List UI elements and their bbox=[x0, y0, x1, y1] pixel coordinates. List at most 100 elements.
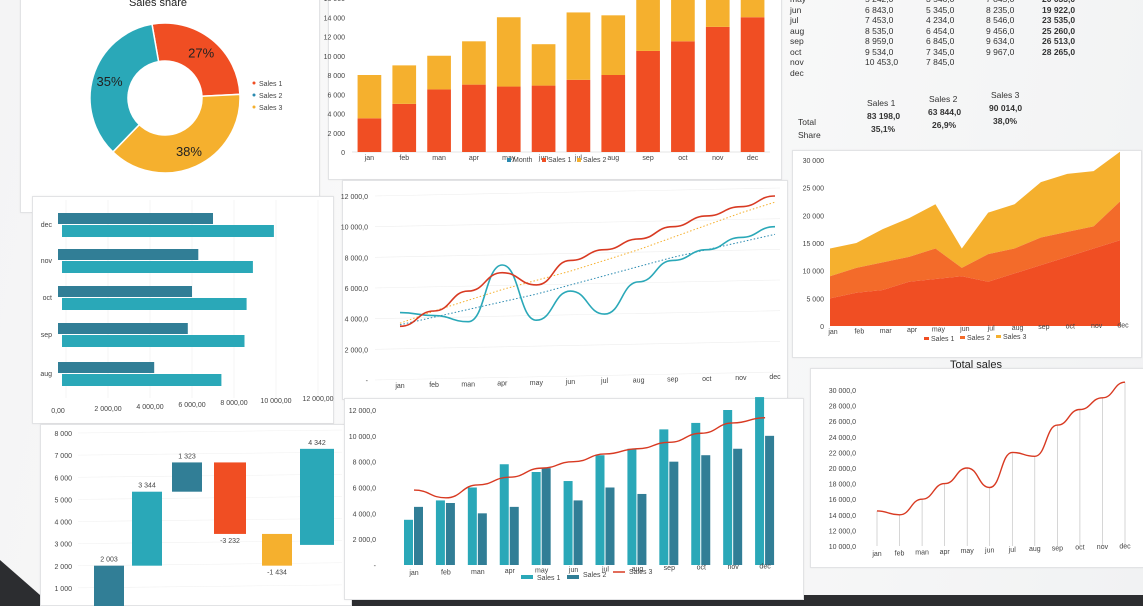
table-cell: 7 453,0 bbox=[865, 15, 894, 25]
y-tick-label: 22 000,0 bbox=[829, 450, 856, 457]
x-tick-label: apr bbox=[497, 381, 508, 388]
y-tick-label: 6 000 bbox=[54, 475, 72, 482]
x-tick-label: jun bbox=[959, 326, 969, 333]
bar-sales-2 bbox=[357, 75, 382, 119]
y-gridline bbox=[77, 473, 343, 478]
waterfall-bar bbox=[132, 491, 162, 566]
pie-slice bbox=[89, 23, 160, 154]
legend-label: Sales 3 bbox=[1003, 334, 1026, 341]
table-header: Sales 1 bbox=[867, 98, 896, 108]
table-month: aug bbox=[790, 25, 805, 36]
x-tick-label: jul bbox=[601, 566, 609, 573]
x-tick-label: oct bbox=[702, 376, 711, 383]
y-tick-label: 10 000 bbox=[324, 54, 346, 61]
y-tick-label: 5 000 bbox=[54, 497, 72, 504]
hbar-dark bbox=[58, 362, 155, 373]
y-tick-label: 4 000,0 bbox=[345, 317, 368, 324]
legend-label: Sales 2 bbox=[583, 157, 606, 164]
waterfall-bar bbox=[262, 533, 292, 566]
y-tick-label: 12 000,0 bbox=[349, 408, 376, 415]
bar-sales-2 bbox=[462, 41, 486, 85]
y-gridline bbox=[374, 218, 781, 227]
x-tick-label: dec bbox=[1119, 543, 1131, 550]
y-gridline bbox=[77, 496, 343, 500]
total-value: 90 014,0 bbox=[989, 103, 1023, 113]
table-cell: 7 845,0 bbox=[926, 57, 955, 67]
x-tick-label: man bbox=[471, 569, 485, 576]
bar-sales-2 bbox=[605, 487, 615, 565]
legend-label: Sales 2 bbox=[583, 572, 606, 579]
x-tick-label: 2 000,00 bbox=[94, 406, 121, 413]
legend-swatch bbox=[521, 575, 533, 579]
bar-sales-1 bbox=[462, 84, 486, 152]
data-label: 3 344 bbox=[138, 483, 156, 490]
pie-legend-label: Sales 1 bbox=[259, 81, 282, 88]
y-tick-label: 14 000,0 bbox=[829, 513, 856, 520]
bar-sales-2 bbox=[740, 0, 765, 18]
line-sales-3 bbox=[413, 417, 766, 499]
pie-slice-label: 38% bbox=[176, 144, 202, 159]
x-tick-label: 10 000,00 bbox=[260, 398, 291, 405]
legend-label: Sales 2 bbox=[967, 335, 990, 342]
x-tick-label: dec bbox=[1117, 322, 1129, 329]
bar-sales-2 bbox=[509, 506, 519, 565]
legend-swatch bbox=[542, 158, 546, 162]
y-tick-label: 25 000 bbox=[803, 186, 825, 193]
x-tick-label: may bbox=[535, 568, 549, 575]
y-tick-label: 8 000,0 bbox=[345, 255, 368, 262]
pie-slice-label: 27% bbox=[188, 46, 214, 61]
y-tick-label: 1 000 bbox=[54, 586, 72, 593]
y-tick-label: 0 bbox=[820, 324, 824, 331]
x-tick-label: jun bbox=[984, 548, 994, 555]
bar-sales-1 bbox=[404, 519, 413, 565]
x-tick-label: apr bbox=[940, 549, 951, 556]
x-tick-label: jun bbox=[568, 567, 578, 574]
x-tick-label: sep bbox=[1038, 324, 1049, 331]
x-tick-label: dec bbox=[769, 374, 781, 381]
y-tick-label: 6 000,0 bbox=[345, 286, 368, 293]
legend-swatch bbox=[996, 335, 1001, 338]
trend-line-blue bbox=[399, 233, 776, 326]
pie-slice bbox=[111, 93, 241, 174]
table-cell: 9 967,0 bbox=[986, 46, 1015, 57]
bar-sales-1 bbox=[627, 448, 637, 565]
bar-sales-2 bbox=[669, 461, 679, 565]
y-gridline bbox=[374, 187, 781, 197]
y-tick-label: 15 000 bbox=[803, 241, 825, 248]
bar-sales-2 bbox=[392, 65, 417, 104]
y-tick-label: 30 000,0 bbox=[829, 388, 856, 395]
x-tick-label: jun bbox=[565, 379, 575, 386]
hbar-light bbox=[62, 374, 222, 386]
bar-sales-2 bbox=[701, 455, 711, 565]
table-cell: 10 453,0 bbox=[865, 57, 899, 67]
y-gridline bbox=[77, 451, 343, 456]
bar-sales-2 bbox=[496, 17, 521, 87]
table-cell: 8 959,0 bbox=[865, 36, 894, 46]
bar-sales-1 bbox=[691, 422, 701, 565]
x-tick-label: apr bbox=[469, 155, 480, 162]
x-tick-label: man bbox=[915, 550, 929, 557]
x-tick-label: may bbox=[530, 380, 544, 387]
y-tick-label: - bbox=[366, 378, 369, 385]
bar-sales-2 bbox=[765, 435, 775, 565]
legend-swatch bbox=[960, 336, 965, 339]
bar-sales-1 bbox=[392, 103, 417, 152]
x-tick-label: man bbox=[432, 155, 446, 162]
y-tick-label: - bbox=[374, 563, 377, 570]
y-tick-label: 0 bbox=[341, 150, 345, 157]
legend-swatch bbox=[577, 158, 581, 162]
table-cell: 26 513,0 bbox=[1042, 36, 1076, 46]
x-tick-label: nov bbox=[1091, 323, 1103, 330]
x-tick-label: man bbox=[461, 381, 475, 388]
y-gridline bbox=[77, 518, 343, 522]
x-tick-label: oct bbox=[697, 565, 706, 572]
y-gridline bbox=[374, 371, 781, 381]
y-tick-label: sep bbox=[41, 332, 52, 339]
bar-sales-1 bbox=[740, 17, 765, 152]
data-label: -1 434 bbox=[267, 570, 287, 577]
table-cell: 8 535,0 bbox=[865, 25, 894, 36]
x-tick-label: 12 000,00 bbox=[302, 396, 333, 403]
y-gridline bbox=[374, 249, 781, 258]
bar-sales-1 bbox=[723, 410, 733, 565]
table-cell: 5 345,0 bbox=[926, 4, 955, 15]
